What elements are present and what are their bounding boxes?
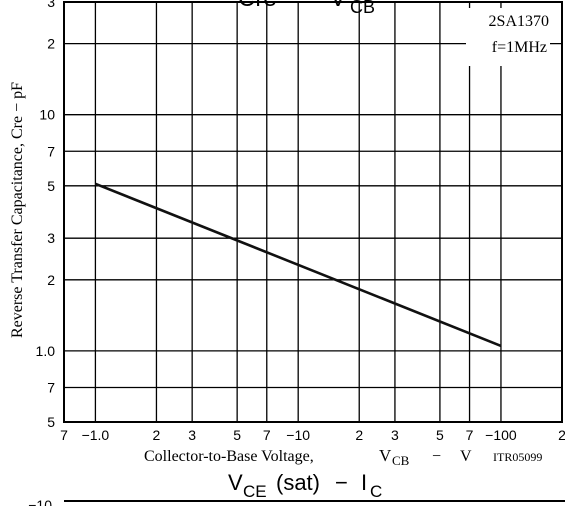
next-title-subscript2: C bbox=[370, 482, 382, 501]
y-tick-label: 5 bbox=[47, 414, 55, 430]
x-tick-label: 7 bbox=[263, 427, 271, 443]
annotation-part-number: 2SA1370 bbox=[489, 13, 549, 30]
next-chart-y-tick: −10 bbox=[28, 497, 52, 506]
next-title-symbol1: V bbox=[228, 470, 243, 495]
next-chart-title: V CE (sat) − I C bbox=[228, 470, 382, 501]
x-tick-label: 2 bbox=[153, 427, 161, 443]
y-axis-label: Reverse Transfer Capacitance, Cre − pF bbox=[9, 82, 26, 338]
x-axis-label: Collector-to-Base Voltage, V CB − V ITR0… bbox=[144, 446, 542, 468]
grid bbox=[64, 2, 562, 422]
y-tick-label: 3 bbox=[47, 230, 55, 246]
x-tick-labels: 7 −1.0 2 3 5 7 −10 2 3 5 7 −100 2 bbox=[60, 427, 565, 443]
x-axis-label-text: Collector-to-Base Voltage, bbox=[144, 448, 314, 465]
figure-id: ITR05099 bbox=[493, 450, 542, 464]
plot-frame bbox=[63, 1, 563, 423]
x-tick-label: 7 bbox=[466, 427, 474, 443]
data-series bbox=[94, 182, 502, 348]
chart-title-subscript: CB bbox=[350, 0, 375, 17]
x-tick-label: 3 bbox=[188, 427, 196, 443]
y-tick-label: 2 bbox=[47, 272, 55, 288]
y-tick-label: 7 bbox=[47, 379, 55, 395]
x-axis-label-subscript: CB bbox=[392, 453, 410, 468]
y-tick-label: 1.0 bbox=[36, 343, 56, 359]
x-axis-label-dash: − bbox=[432, 448, 441, 465]
x-tick-label: 3 bbox=[391, 427, 399, 443]
next-title-subscript1: CE bbox=[243, 482, 267, 501]
x-tick-label: 7 bbox=[60, 427, 68, 443]
y-tick-label: 5 bbox=[47, 178, 55, 194]
y-tick-label: 7 bbox=[47, 143, 55, 159]
y-tick-label: 10 bbox=[39, 107, 55, 123]
x-tick-label: −1.0 bbox=[82, 427, 110, 443]
y-tick-label: 2 bbox=[47, 36, 55, 52]
annotation-box: 2SA1370 f=1MHz bbox=[466, 8, 550, 66]
y-tick-label: 3 bbox=[47, 0, 55, 10]
x-axis-label-unit: V bbox=[460, 448, 472, 465]
x-tick-label: −100 bbox=[485, 427, 517, 443]
x-tick-label: −10 bbox=[286, 427, 310, 443]
x-axis-label-symbol: V bbox=[379, 446, 392, 465]
x-tick-label: 2 bbox=[558, 427, 565, 443]
x-tick-label: 5 bbox=[436, 427, 444, 443]
next-title-dash: − bbox=[335, 470, 348, 495]
next-title-rest: (sat) bbox=[276, 470, 320, 495]
x-tick-label: 2 bbox=[355, 427, 363, 443]
next-title-symbol2: I bbox=[361, 470, 367, 495]
plot-border bbox=[63, 1, 563, 423]
y-tick-labels: 5 7 1.0 2 3 5 7 10 2 3 bbox=[36, 0, 56, 430]
x-tick-label: 5 bbox=[233, 427, 241, 443]
annotation-frequency: f=1MHz bbox=[492, 39, 547, 56]
annotation-background bbox=[466, 8, 550, 66]
series-line bbox=[94, 182, 502, 348]
